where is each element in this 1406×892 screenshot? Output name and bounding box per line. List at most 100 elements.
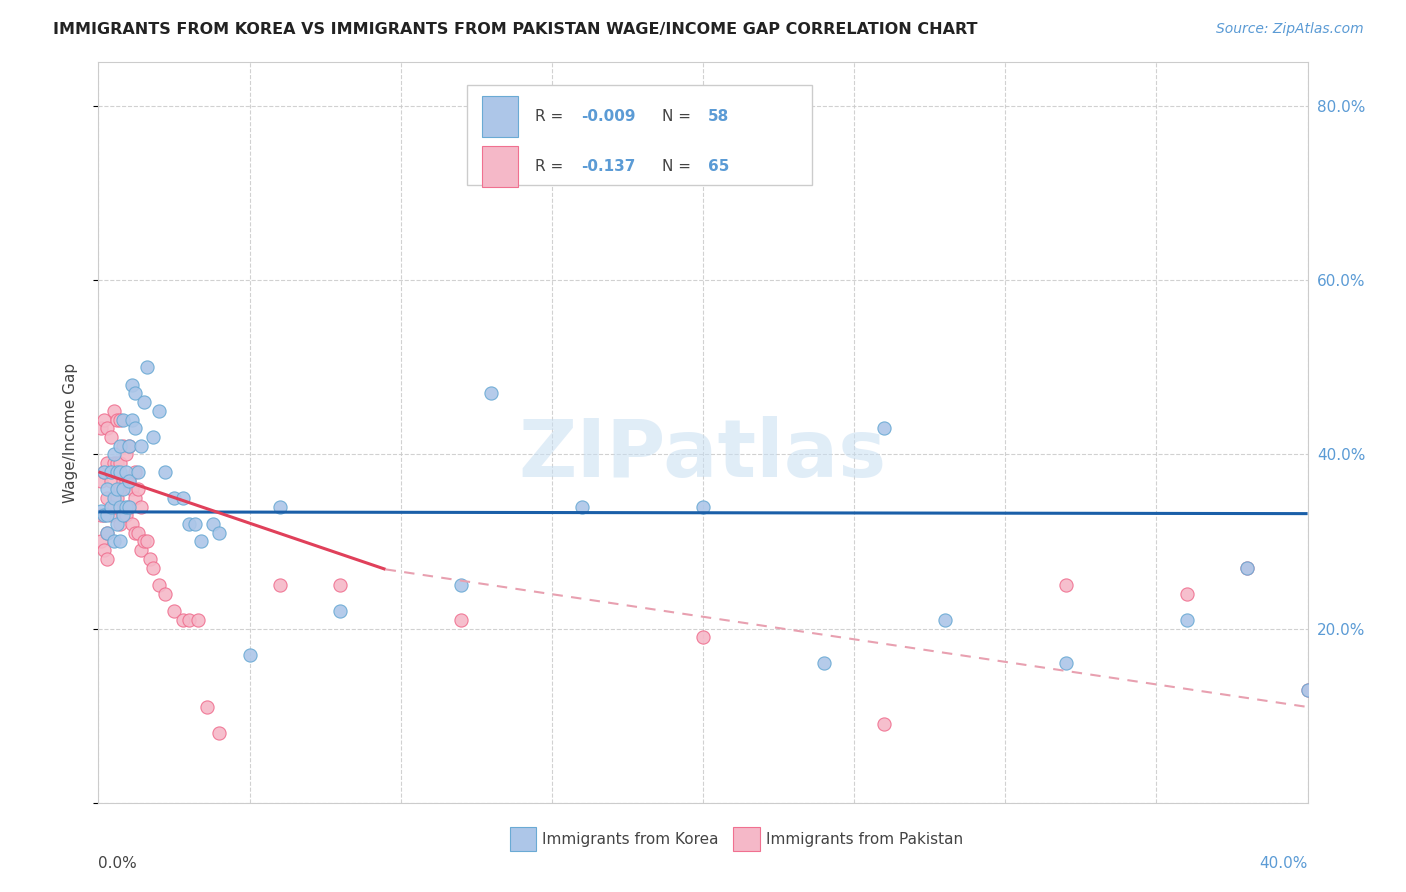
Point	[118, 500, 141, 514]
Point	[90, 534, 112, 549]
Point	[93, 465, 115, 479]
Point	[103, 491, 125, 505]
Point	[1236, 560, 1258, 574]
Point	[111, 412, 134, 426]
Text: N =: N =	[662, 159, 696, 174]
Text: 40.0%: 40.0%	[1260, 856, 1308, 871]
Point	[153, 465, 176, 479]
Point	[163, 604, 186, 618]
Point	[90, 508, 112, 523]
Bar	[482, 96, 517, 137]
Point	[1296, 682, 1319, 697]
Point	[1175, 587, 1198, 601]
Bar	[482, 146, 517, 187]
Point	[121, 517, 143, 532]
Point	[100, 465, 122, 479]
Text: N =: N =	[662, 109, 696, 124]
Text: R =: R =	[534, 109, 568, 124]
Point	[202, 517, 225, 532]
Point	[100, 430, 122, 444]
Point	[103, 534, 125, 549]
Point	[108, 534, 131, 549]
Point	[118, 474, 141, 488]
Point	[114, 465, 136, 479]
Point	[93, 543, 115, 558]
Point	[1175, 613, 1198, 627]
Text: Source: ZipAtlas.com: Source: ZipAtlas.com	[1216, 22, 1364, 37]
Text: -0.137: -0.137	[581, 159, 636, 174]
Point	[118, 500, 141, 514]
Point	[132, 395, 155, 409]
Point	[121, 412, 143, 426]
Point	[105, 465, 128, 479]
Point	[93, 412, 115, 426]
Point	[269, 578, 291, 592]
Point	[329, 604, 352, 618]
Point	[111, 482, 134, 496]
Point	[692, 500, 714, 514]
Point	[129, 543, 152, 558]
FancyBboxPatch shape	[467, 85, 811, 185]
Point	[114, 500, 136, 514]
Text: 65: 65	[707, 159, 730, 174]
Point	[105, 412, 128, 426]
Point	[139, 552, 162, 566]
Point	[127, 482, 149, 496]
Point	[108, 439, 131, 453]
Point	[118, 439, 141, 453]
Point	[142, 430, 165, 444]
Point	[111, 508, 134, 523]
Point	[269, 500, 291, 514]
Point	[103, 404, 125, 418]
Point	[329, 578, 352, 592]
Point	[135, 360, 157, 375]
Point	[114, 447, 136, 461]
Point	[111, 474, 134, 488]
Point	[1296, 682, 1319, 697]
Text: R =: R =	[534, 159, 568, 174]
Point	[208, 525, 231, 540]
Point	[190, 534, 212, 549]
Point	[105, 456, 128, 470]
Point	[108, 412, 131, 426]
Point	[239, 648, 262, 662]
Text: 58: 58	[707, 109, 730, 124]
Point	[124, 465, 146, 479]
Point	[179, 613, 201, 627]
Point	[108, 465, 131, 479]
Point	[90, 474, 112, 488]
Text: -0.009: -0.009	[581, 109, 636, 124]
Point	[813, 657, 835, 671]
Point	[96, 482, 118, 496]
Point	[873, 717, 896, 731]
Point	[124, 421, 146, 435]
Point	[142, 560, 165, 574]
Point	[96, 525, 118, 540]
Point	[124, 386, 146, 401]
Point	[100, 474, 122, 488]
Point	[103, 500, 125, 514]
Point	[100, 508, 122, 523]
Point	[100, 500, 122, 514]
Point	[208, 726, 231, 740]
Point	[96, 525, 118, 540]
Point	[118, 474, 141, 488]
Point	[1054, 578, 1077, 592]
Point	[1054, 657, 1077, 671]
Bar	[734, 827, 759, 851]
Point	[90, 504, 112, 518]
Point	[1236, 560, 1258, 574]
Point	[105, 517, 128, 532]
Point	[124, 525, 146, 540]
Point	[148, 404, 170, 418]
Point	[934, 613, 956, 627]
Text: ZIPatlas: ZIPatlas	[519, 416, 887, 494]
Point	[481, 386, 503, 401]
Point	[114, 474, 136, 488]
Point	[96, 421, 118, 435]
Point	[127, 465, 149, 479]
Point	[108, 517, 131, 532]
Point	[96, 508, 118, 523]
Point	[118, 439, 141, 453]
Point	[129, 439, 152, 453]
